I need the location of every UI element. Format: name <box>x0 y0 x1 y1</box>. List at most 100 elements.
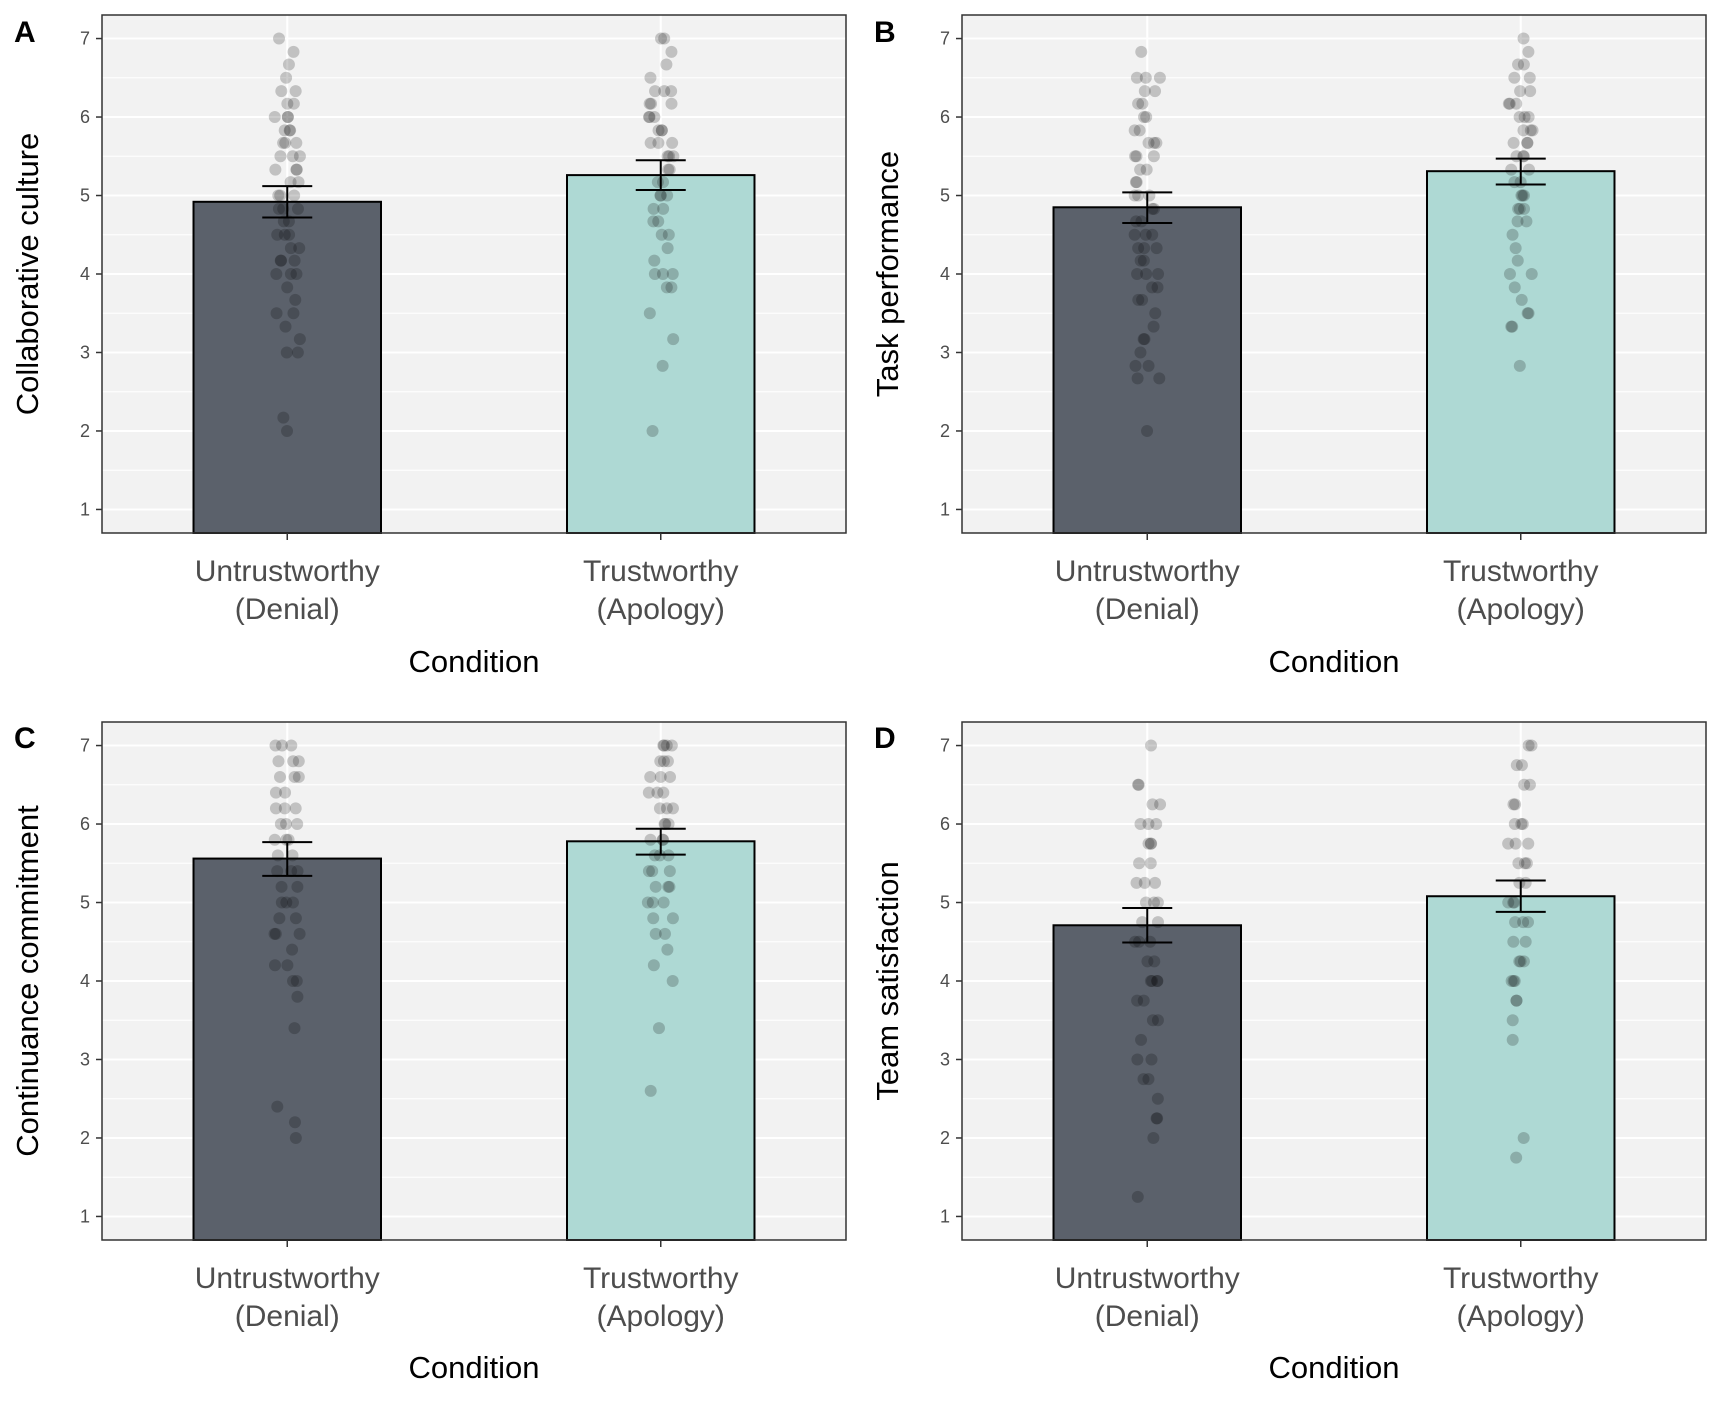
data-point <box>287 97 300 110</box>
data-point <box>273 912 286 925</box>
data-point <box>1151 1112 1164 1125</box>
data-point <box>655 32 668 45</box>
x-tick-label: Trustworthy (Apology) <box>583 1262 739 1333</box>
data-point <box>281 97 294 110</box>
data-point <box>1507 136 1520 149</box>
data-point <box>1134 163 1147 176</box>
data-point <box>654 770 667 783</box>
data-point <box>270 268 283 280</box>
data-point <box>1520 215 1533 228</box>
data-point <box>646 865 659 878</box>
data-point <box>654 755 667 768</box>
data-point <box>1148 202 1161 215</box>
data-point <box>1521 136 1534 149</box>
y-tick-label: 5 <box>80 893 90 913</box>
data-point <box>1517 150 1530 163</box>
data-point <box>286 849 299 862</box>
data-point <box>279 136 292 149</box>
x-tick-label-line: Untrustworthy <box>195 1262 380 1295</box>
data-point <box>666 802 679 815</box>
data-point <box>291 202 304 215</box>
data-point <box>1508 975 1521 987</box>
data-point <box>286 943 299 956</box>
data-point <box>1141 955 1154 968</box>
data-point <box>660 802 673 815</box>
data-point <box>660 281 673 294</box>
x-tick-label: Untrustworthy (Denial) <box>195 555 380 626</box>
panel-a: 1 2 3 4 5 6 7 Untrustworthy (Denial) Trustworthy (… <box>10 14 847 679</box>
data-point <box>280 346 293 359</box>
data-point <box>647 912 660 925</box>
data-point <box>284 242 297 255</box>
data-point <box>666 136 679 149</box>
data-point <box>1518 857 1531 870</box>
data-point <box>1146 1014 1159 1027</box>
data-point <box>657 202 670 215</box>
data-point <box>1129 150 1142 163</box>
data-point <box>644 136 657 149</box>
data-point <box>279 320 292 333</box>
data-point <box>648 268 661 280</box>
data-point <box>666 268 679 280</box>
data-point <box>278 802 291 815</box>
data-point <box>1132 778 1145 791</box>
y-tick-label: 7 <box>80 736 90 756</box>
data-point <box>1517 955 1530 968</box>
y-tick-label: 1 <box>80 1206 90 1226</box>
data-point <box>293 333 306 346</box>
data-point <box>280 818 293 831</box>
data-point <box>1524 85 1537 98</box>
data-point <box>652 215 665 228</box>
data-point <box>646 896 659 909</box>
data-point <box>1517 124 1530 137</box>
data-point <box>652 136 665 149</box>
data-point <box>1146 975 1159 987</box>
data-point <box>1144 857 1157 870</box>
data-point <box>1130 876 1143 889</box>
data-point <box>273 32 286 45</box>
data-point <box>1149 85 1162 98</box>
data-point <box>1142 359 1155 372</box>
data-point <box>1142 818 1155 831</box>
data-point <box>1134 346 1147 359</box>
y-tick-label: 4 <box>80 971 90 991</box>
data-point <box>643 111 656 124</box>
data-point <box>1502 97 1515 110</box>
data-point <box>268 927 281 940</box>
y-tick-label: 1 <box>940 1206 950 1226</box>
x-tick-label-line: Untrustworthy <box>195 555 380 588</box>
x-tick-label-line: Trustworthy <box>583 1262 739 1295</box>
data-point <box>281 111 294 124</box>
data-point <box>1153 71 1166 84</box>
data-point <box>287 307 300 320</box>
panel-d: 1 2 3 4 5 6 7 Untrustworthy (Denial) Trustworthy (… <box>870 721 1707 1385</box>
data-point <box>1142 136 1155 149</box>
x-tick-label: Untrustworthy (Denial) <box>1055 1262 1240 1333</box>
data-point <box>1131 1053 1144 1066</box>
data-point <box>1138 85 1151 98</box>
x-axis-title: Condition <box>1269 644 1400 679</box>
data-point <box>1521 307 1534 320</box>
data-point <box>290 975 303 987</box>
data-point <box>644 833 657 846</box>
data-point <box>666 912 679 925</box>
data-point <box>1522 111 1535 124</box>
panel-c: 1 2 3 4 5 6 7 Untrustworthy (Denial) Trustworthy (… <box>10 721 847 1385</box>
data-point <box>293 150 306 163</box>
data-point <box>651 176 664 189</box>
data-point <box>1505 163 1518 176</box>
data-point <box>642 786 655 799</box>
data-point <box>663 865 676 878</box>
data-point <box>649 85 662 98</box>
data-point <box>1132 97 1145 110</box>
data-point <box>1151 916 1164 929</box>
data-point <box>269 163 282 176</box>
y-axis-title: Collaborative culture <box>10 133 45 416</box>
data-point <box>1507 896 1520 909</box>
data-point <box>661 189 674 202</box>
data-point <box>643 97 656 110</box>
data-point <box>648 111 661 124</box>
data-point <box>1509 242 1522 255</box>
data-point <box>1517 32 1530 45</box>
data-point <box>1131 268 1144 280</box>
